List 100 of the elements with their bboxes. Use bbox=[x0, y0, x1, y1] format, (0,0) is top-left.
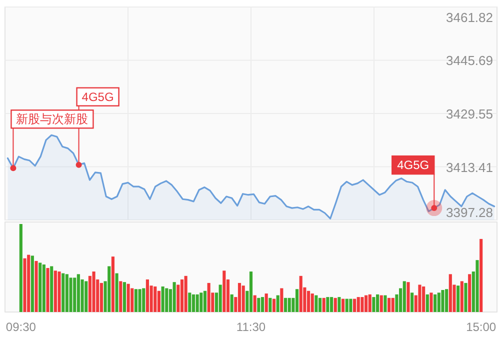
bar bbox=[119, 281, 122, 312]
bar bbox=[172, 282, 176, 312]
bar bbox=[326, 297, 330, 312]
bar bbox=[437, 292, 440, 312]
bar bbox=[310, 294, 314, 312]
y-tick-label: 3429.55 bbox=[446, 106, 493, 122]
bar bbox=[184, 276, 188, 312]
bar bbox=[276, 295, 280, 312]
bar bbox=[203, 290, 207, 312]
bar bbox=[388, 298, 391, 312]
annotation: 4G5G bbox=[397, 158, 430, 172]
bar bbox=[264, 294, 268, 312]
bar bbox=[257, 298, 260, 312]
bar bbox=[38, 262, 42, 312]
bar bbox=[334, 298, 337, 312]
bar bbox=[115, 273, 118, 312]
bar bbox=[306, 290, 310, 312]
bar bbox=[342, 298, 345, 312]
bar bbox=[62, 273, 65, 312]
bar bbox=[426, 294, 429, 312]
bar bbox=[180, 279, 184, 312]
bar bbox=[249, 272, 253, 312]
bar bbox=[100, 282, 103, 312]
bar bbox=[111, 256, 114, 312]
bar bbox=[65, 274, 68, 312]
bar bbox=[380, 295, 383, 312]
bar bbox=[280, 288, 284, 312]
bar bbox=[30, 256, 34, 312]
bar bbox=[364, 295, 368, 312]
bar bbox=[356, 297, 360, 312]
bar bbox=[349, 298, 352, 312]
bar bbox=[88, 276, 92, 312]
bar bbox=[384, 295, 387, 312]
bar bbox=[192, 294, 196, 312]
bar bbox=[207, 282, 210, 312]
bar bbox=[430, 292, 433, 312]
bar bbox=[448, 274, 452, 312]
bar bbox=[84, 281, 88, 312]
y-tick-label: 3461.82 bbox=[446, 10, 493, 25]
bar bbox=[122, 282, 126, 312]
bar bbox=[445, 289, 448, 312]
annotation: 新股与次新股 bbox=[16, 112, 88, 126]
bar bbox=[272, 298, 276, 312]
x-tick-label: 15:00 bbox=[466, 320, 496, 334]
bar bbox=[368, 294, 372, 312]
bar bbox=[54, 270, 57, 312]
bar bbox=[391, 298, 394, 312]
bar bbox=[238, 282, 242, 312]
bar bbox=[376, 294, 380, 312]
bar bbox=[406, 282, 410, 312]
bar bbox=[230, 294, 234, 312]
bar bbox=[468, 274, 472, 312]
bar bbox=[284, 298, 288, 312]
bar bbox=[322, 298, 326, 312]
bar bbox=[464, 282, 468, 312]
bar bbox=[253, 295, 256, 312]
bar bbox=[188, 292, 192, 312]
bar bbox=[260, 297, 264, 312]
bar bbox=[372, 297, 376, 312]
bar bbox=[218, 284, 222, 312]
bar bbox=[200, 292, 203, 312]
bar bbox=[295, 289, 299, 312]
bar bbox=[27, 254, 30, 312]
bar bbox=[360, 297, 364, 312]
bar bbox=[460, 281, 464, 312]
bar bbox=[456, 286, 460, 312]
bar bbox=[476, 260, 479, 312]
y-tick-label: 3445.69 bbox=[446, 53, 493, 68]
bar bbox=[76, 274, 80, 312]
bar bbox=[434, 294, 437, 312]
bar bbox=[196, 294, 199, 312]
bar bbox=[58, 272, 61, 312]
bar bbox=[69, 278, 72, 312]
bar bbox=[134, 289, 138, 312]
bar bbox=[130, 288, 134, 312]
x-tick-label: 09:30 bbox=[6, 320, 36, 334]
bar bbox=[46, 268, 50, 312]
bar bbox=[402, 281, 406, 312]
bar bbox=[165, 288, 168, 312]
bar bbox=[299, 276, 302, 312]
bar bbox=[73, 278, 76, 312]
bar bbox=[157, 290, 160, 312]
bar bbox=[23, 258, 26, 312]
bar bbox=[161, 286, 164, 312]
annotation: 4G5G bbox=[82, 90, 114, 104]
y-tick-label: 3397.28 bbox=[446, 205, 493, 220]
bar bbox=[422, 286, 426, 312]
bar bbox=[222, 270, 226, 312]
bar bbox=[126, 284, 130, 312]
bar bbox=[50, 266, 54, 312]
bar bbox=[410, 292, 414, 312]
bar bbox=[353, 298, 356, 312]
bar bbox=[138, 289, 142, 312]
bar bbox=[330, 297, 334, 312]
bar bbox=[418, 284, 422, 312]
bar bbox=[480, 238, 483, 312]
bar bbox=[242, 286, 245, 312]
bar bbox=[42, 264, 46, 312]
bar bbox=[154, 286, 157, 312]
bar bbox=[314, 295, 318, 312]
